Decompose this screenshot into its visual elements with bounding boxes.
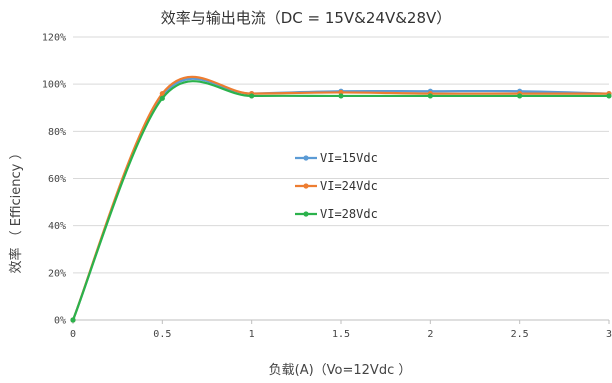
series-line-2 bbox=[71, 80, 609, 321]
series-point-2 bbox=[338, 93, 344, 99]
legend-marker-1 bbox=[303, 183, 309, 189]
legend-label-1: VI=24Vdc bbox=[320, 179, 378, 193]
series-layer bbox=[70, 75, 612, 323]
x-tick-label: 0 bbox=[70, 329, 76, 340]
y-tick-label: 0% bbox=[54, 316, 66, 327]
x-tick-label: 0.5 bbox=[153, 329, 171, 340]
y-tick-label: 80% bbox=[48, 127, 66, 138]
chart-title: 效率与输出电流（DC = 15V&24V&28V） bbox=[161, 9, 452, 27]
series-line-1 bbox=[71, 75, 609, 321]
y-axis-title: 效率 （ Efficiency ） bbox=[8, 146, 24, 273]
series-point-2 bbox=[70, 317, 76, 323]
y-tick-label: 100% bbox=[42, 80, 66, 91]
x-tick-label: 1 bbox=[249, 329, 255, 340]
series-point-1 bbox=[159, 91, 165, 97]
axes: 0% 20% 40% 60% 80% 100% 120% 0 0.5 1 1.5 2 2.5 3 bbox=[42, 33, 612, 341]
x-tick-label: 1.5 bbox=[332, 329, 350, 340]
y-tick-label: 40% bbox=[48, 221, 66, 232]
legend-label-0: VI=15Vdc bbox=[320, 151, 378, 165]
y-tick-label: 120% bbox=[42, 33, 66, 44]
y-tick-label: 60% bbox=[48, 174, 66, 185]
series-line-0 bbox=[71, 77, 610, 321]
x-tick-label: 2 bbox=[427, 329, 433, 340]
x-tick-label: 2.5 bbox=[511, 329, 529, 340]
legend-marker-0 bbox=[303, 155, 309, 161]
series-point-2 bbox=[427, 93, 433, 99]
series-point-2 bbox=[249, 93, 255, 99]
x-tick-label: 3 bbox=[606, 329, 612, 340]
y-tick-label: 20% bbox=[48, 268, 66, 279]
series-point-2 bbox=[606, 93, 612, 99]
grid bbox=[73, 36, 609, 321]
series-point-2 bbox=[517, 93, 523, 99]
legend-label-2: VI=28Vdc bbox=[320, 207, 378, 221]
legend-marker-2 bbox=[303, 211, 309, 217]
series-point-2 bbox=[159, 95, 165, 101]
legend: VI=15Vdc VI=24Vdc VI=28Vdc bbox=[295, 151, 378, 221]
x-axis-title: 负载(A)（Vo=12Vdc ） bbox=[269, 363, 412, 378]
